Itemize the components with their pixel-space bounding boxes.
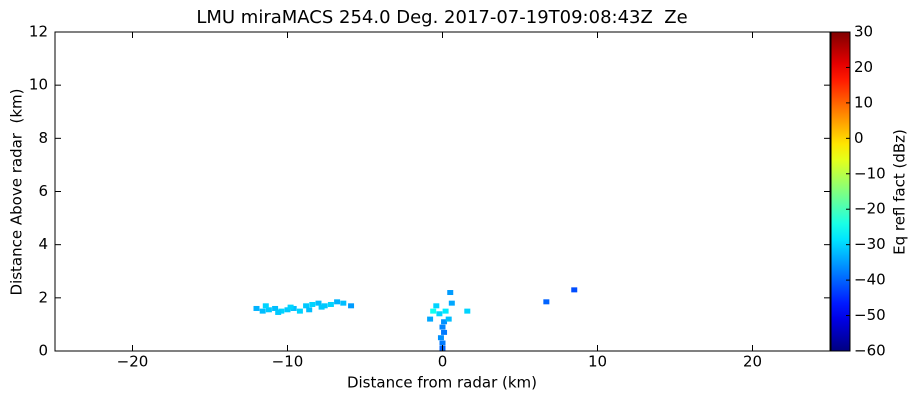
echo-cell — [334, 299, 341, 305]
echo-cell — [303, 303, 310, 309]
echo-cell — [441, 329, 448, 335]
x-tick-label: 20 — [743, 353, 762, 371]
echo-cell — [348, 303, 355, 309]
echo-cell — [315, 300, 322, 306]
colorbar-tick-label: −10 — [854, 164, 886, 182]
echo-cell — [318, 304, 325, 310]
echo-cell — [427, 316, 434, 322]
y-tick-label: 0 — [38, 342, 48, 360]
echo-cell — [447, 290, 454, 296]
echo-cell — [340, 300, 347, 306]
echo-cell — [543, 299, 550, 305]
y-tick-label: 8 — [38, 129, 48, 147]
y-tick-label: 4 — [38, 235, 48, 253]
echo-cell — [436, 311, 443, 317]
echo-cell — [433, 303, 440, 309]
colorbar-tick-label: −50 — [854, 306, 886, 324]
chart-title: LMU miraMACS 254.0 Deg. 2017-07-19T09:08… — [196, 7, 687, 28]
echo-cell — [442, 308, 449, 314]
colorbar-tick-label: 20 — [854, 58, 873, 76]
y-tick-label: 12 — [29, 23, 48, 41]
x-tick-label: 10 — [588, 353, 607, 371]
echo-cell — [321, 303, 328, 309]
echo-cell — [430, 308, 437, 314]
echo-cell — [571, 287, 578, 293]
echo-cell — [439, 340, 446, 346]
colorbar-tick-label: −20 — [854, 200, 886, 218]
colorbar — [830, 31, 851, 352]
echo-cell — [284, 307, 291, 313]
y-tick-label: 2 — [38, 288, 48, 306]
echo-cell — [441, 319, 448, 325]
y-tick-label: 6 — [38, 182, 48, 200]
echo-cell — [265, 307, 272, 313]
y-tick-label: 10 — [29, 76, 48, 94]
x-tick-label: −10 — [272, 353, 304, 371]
echo-cell — [275, 309, 282, 315]
colorbar-tick-label: 0 — [854, 129, 864, 147]
echo-cell — [259, 308, 266, 314]
echo-cell — [437, 335, 444, 341]
colorbar-tick-label: −40 — [854, 271, 886, 289]
y-axis-label: Distance Above radar (km) — [8, 89, 26, 296]
echo-cell — [287, 304, 294, 310]
echo-cell — [272, 305, 279, 311]
echo-cell — [448, 300, 455, 306]
x-axis-label: Distance from radar (km) — [347, 374, 537, 392]
echo-cell — [296, 308, 303, 314]
x-tick-label: 0 — [438, 353, 448, 371]
colorbar-tick-label: −30 — [854, 235, 886, 253]
colorbar-tick-label: 10 — [854, 93, 873, 111]
echo-cell — [253, 305, 260, 311]
echo-cell — [306, 307, 313, 313]
echo-cell — [262, 303, 269, 309]
colorbar-label: Eq refl fact (dBz) — [891, 129, 909, 255]
echo-cell — [439, 324, 446, 330]
echo-cell — [327, 301, 334, 307]
x-tick-label: −20 — [117, 353, 149, 371]
echo-cell — [445, 316, 452, 322]
echo-cell — [464, 308, 471, 314]
plot-frame — [54, 31, 831, 352]
colorbar-tick-label: −60 — [854, 342, 886, 360]
colorbar-tick-label: 30 — [854, 23, 873, 41]
echo-cell — [290, 305, 297, 311]
echo-cell — [309, 301, 316, 307]
echo-cell — [278, 308, 285, 314]
